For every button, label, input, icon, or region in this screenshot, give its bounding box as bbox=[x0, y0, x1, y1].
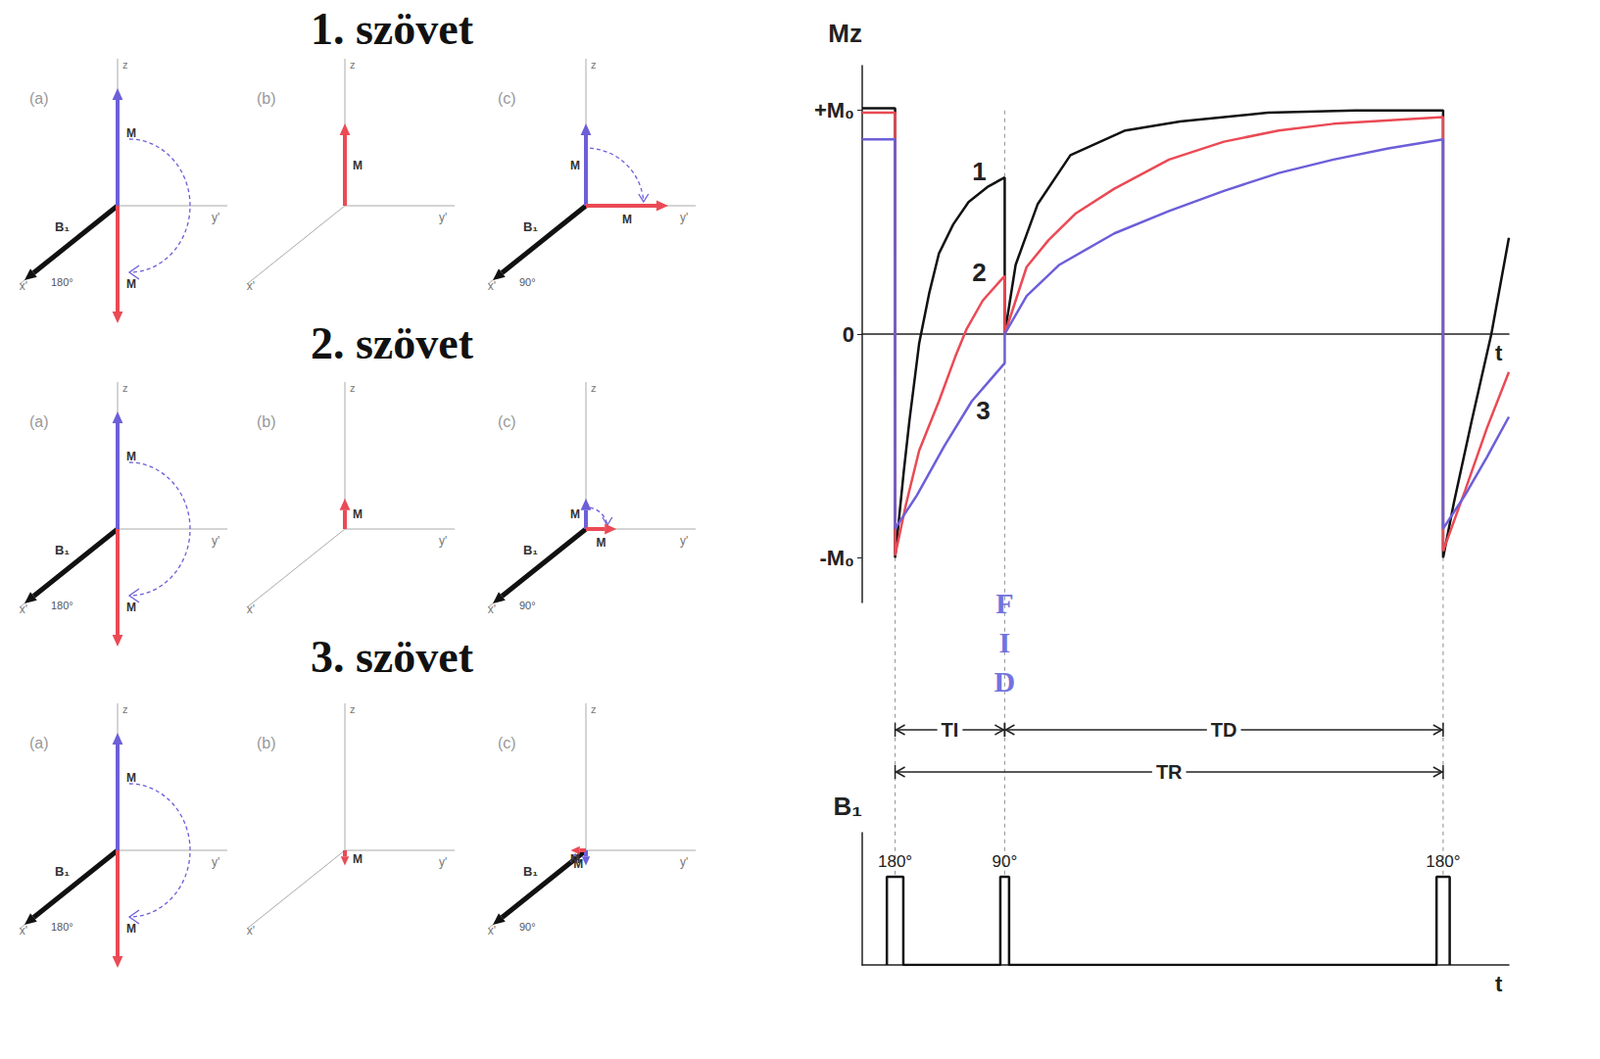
svg-text:z: z bbox=[590, 58, 597, 71]
svg-text:(a): (a) bbox=[29, 734, 49, 752]
svg-text:0: 0 bbox=[842, 322, 855, 347]
svg-text:y': y' bbox=[438, 533, 447, 548]
svg-text:M: M bbox=[596, 535, 607, 550]
svg-text:+M₀: +M₀ bbox=[814, 97, 855, 123]
svg-text:y': y' bbox=[211, 210, 220, 225]
svg-text:180°: 180° bbox=[50, 276, 74, 289]
svg-text:3: 3 bbox=[975, 395, 990, 426]
svg-text:z: z bbox=[590, 703, 597, 716]
svg-text:M: M bbox=[573, 857, 583, 872]
svg-text:1. szövet: 1. szövet bbox=[310, 3, 475, 54]
svg-text:z: z bbox=[349, 58, 356, 71]
svg-text:x': x' bbox=[487, 279, 496, 293]
svg-text:t: t bbox=[1495, 340, 1504, 366]
svg-text:(c): (c) bbox=[497, 90, 517, 107]
svg-text:2: 2 bbox=[971, 257, 986, 288]
svg-text:z: z bbox=[122, 703, 129, 716]
svg-text:y': y' bbox=[679, 855, 688, 870]
svg-text:x': x' bbox=[19, 602, 28, 617]
svg-text:x': x' bbox=[246, 602, 255, 617]
svg-text:1: 1 bbox=[971, 156, 986, 187]
svg-text:(b): (b) bbox=[256, 734, 277, 752]
svg-text:(b): (b) bbox=[256, 90, 277, 107]
svg-text:y': y' bbox=[679, 533, 688, 548]
svg-text:x': x' bbox=[246, 923, 255, 938]
svg-text:z: z bbox=[349, 382, 356, 394]
svg-text:M: M bbox=[352, 852, 363, 867]
svg-text:(a): (a) bbox=[29, 413, 49, 431]
svg-text:2. szövet: 2. szövet bbox=[310, 318, 475, 369]
svg-text:Mz: Mz bbox=[827, 18, 863, 49]
svg-text:TD: TD bbox=[1211, 719, 1238, 741]
svg-text:B₁: B₁ bbox=[523, 542, 538, 558]
svg-text:TI: TI bbox=[941, 719, 960, 741]
svg-text:90°: 90° bbox=[519, 921, 536, 933]
svg-text:M: M bbox=[126, 771, 137, 785]
svg-text:3. szövet: 3. szövet bbox=[310, 631, 475, 682]
svg-text:90°: 90° bbox=[992, 852, 1019, 872]
svg-text:180°: 180° bbox=[877, 852, 913, 872]
svg-text:y': y' bbox=[211, 855, 220, 870]
svg-text:z: z bbox=[122, 58, 129, 71]
svg-text:M: M bbox=[352, 158, 363, 173]
svg-text:M: M bbox=[126, 921, 137, 936]
svg-text:B₁: B₁ bbox=[832, 791, 863, 822]
svg-text:y': y' bbox=[438, 210, 447, 225]
svg-text:M: M bbox=[126, 449, 137, 464]
svg-text:z: z bbox=[590, 382, 597, 394]
svg-text:M: M bbox=[570, 507, 581, 522]
svg-text:-M₀: -M₀ bbox=[819, 545, 855, 571]
svg-text:x': x' bbox=[487, 602, 496, 617]
svg-text:180°: 180° bbox=[1425, 852, 1460, 872]
svg-text:180°: 180° bbox=[50, 599, 74, 612]
svg-text:M: M bbox=[352, 507, 363, 522]
svg-text:B₁: B₁ bbox=[54, 542, 70, 558]
svg-text:M: M bbox=[622, 212, 632, 227]
svg-text:x': x' bbox=[246, 279, 255, 293]
svg-text:B₁: B₁ bbox=[523, 864, 538, 879]
svg-text:(a): (a) bbox=[29, 90, 49, 107]
svg-text:(c): (c) bbox=[497, 734, 517, 752]
svg-text:TR: TR bbox=[1156, 761, 1183, 783]
svg-text:(b): (b) bbox=[256, 413, 277, 431]
svg-text:I: I bbox=[999, 626, 1012, 659]
svg-text:y': y' bbox=[211, 533, 220, 548]
svg-text:M: M bbox=[126, 126, 137, 141]
svg-text:(c): (c) bbox=[497, 413, 517, 431]
svg-text:90°: 90° bbox=[519, 599, 536, 612]
svg-text:M: M bbox=[570, 158, 581, 173]
svg-text:x': x' bbox=[19, 279, 28, 293]
svg-text:t: t bbox=[1495, 971, 1504, 997]
svg-text:M: M bbox=[126, 600, 137, 615]
svg-text:x': x' bbox=[487, 923, 496, 938]
svg-text:y': y' bbox=[679, 210, 688, 225]
svg-text:z: z bbox=[122, 382, 129, 394]
svg-text:B₁: B₁ bbox=[54, 219, 70, 235]
svg-text:D: D bbox=[994, 665, 1017, 698]
svg-text:z: z bbox=[349, 703, 356, 716]
svg-text:M: M bbox=[126, 277, 137, 291]
svg-text:F: F bbox=[995, 586, 1014, 620]
svg-text:180°: 180° bbox=[50, 921, 74, 933]
svg-text:B₁: B₁ bbox=[54, 864, 70, 879]
svg-text:x': x' bbox=[19, 923, 28, 938]
svg-text:y': y' bbox=[438, 855, 447, 870]
svg-text:90°: 90° bbox=[519, 276, 536, 289]
svg-text:B₁: B₁ bbox=[523, 219, 538, 235]
